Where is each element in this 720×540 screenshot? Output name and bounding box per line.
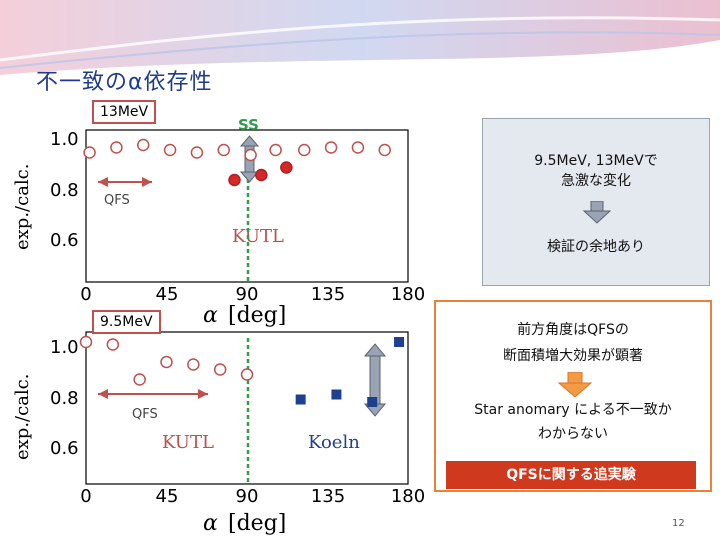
top-x-tick-1: 0	[80, 284, 91, 305]
bottom-points-point	[160, 355, 173, 369]
bottom-y-label: exp./calc.	[12, 374, 33, 460]
bottom-x-tick-5: 180	[391, 486, 425, 507]
top-points-point	[297, 143, 311, 157]
bottom-x-tick-1: 0	[80, 486, 91, 507]
top-x-tick-4: 135	[311, 284, 345, 305]
bottom-x-label-alpha: α	[203, 511, 218, 536]
top-points-point	[228, 173, 241, 187]
bottom-points-point	[295, 394, 306, 405]
panel-line-1: 9.5MeV, 13MeVで	[534, 153, 658, 169]
top-points-point	[269, 143, 282, 157]
bottom-x-tick-2: 45	[156, 486, 179, 507]
bottom-points-point	[133, 373, 146, 386]
slide-title: 不一致のα依存性	[36, 70, 213, 95]
top-data-points	[83, 138, 391, 187]
conclusion-line-3: Star anomary による不一致か	[474, 402, 672, 418]
top-points-point	[378, 143, 391, 157]
bottom-y-tick-1: 1.0	[50, 337, 79, 358]
conclusion-line-1: 前方角度はQFSの	[517, 322, 629, 338]
top-points-point	[110, 141, 123, 154]
bottom-points-point	[213, 363, 227, 376]
bottom-points-point	[394, 337, 405, 347]
conclusion-line-2: 断面積増大効果が顕著	[503, 348, 643, 364]
ss-label: SS	[238, 116, 259, 134]
top-points-point	[163, 143, 177, 157]
follow-up-experiment-badge: QFSに関する追実験	[446, 461, 696, 489]
bottom-y-tick-2: 0.8	[50, 388, 79, 409]
bottom-source-kutl: KUTL	[162, 432, 214, 453]
top-points-point	[324, 141, 338, 154]
bottom-x-tick-3: 90	[236, 486, 259, 507]
bottom-source-koeln: Koeln	[308, 432, 360, 453]
top-points-point	[244, 148, 257, 162]
top-points-point	[136, 138, 150, 152]
top-x-tick-2: 45	[156, 284, 179, 305]
top-y-tick-2: 0.8	[50, 180, 79, 201]
top-points-point	[190, 146, 204, 159]
bottom-points-point	[106, 338, 120, 351]
top-points-point	[217, 143, 230, 157]
bottom-x-label-unit: [deg]	[228, 511, 286, 536]
top-points-point	[83, 146, 96, 159]
top-x-label-alpha: α	[203, 303, 218, 328]
right-conclusion-panel: 前方角度はQFSの 断面積増大効果が顕著 Star anomary による不一致…	[434, 300, 712, 492]
bottom-plot-frame	[85, 331, 409, 485]
top-x-label-unit: [deg]	[228, 303, 286, 328]
panel-line-2: 急激な変化	[561, 173, 631, 189]
bottom-plot: 1.0 0.8 0.6 0 45 90 135 180 exp./calc. α…	[12, 331, 425, 536]
top-points-point	[280, 161, 293, 174]
top-energy-label: 13MeV	[92, 100, 157, 124]
top-points-point	[255, 168, 268, 182]
bottom-energy-label: 9.5MeV	[92, 310, 161, 334]
bottom-points-point	[79, 335, 93, 349]
header-banner	[0, 0, 720, 75]
bottom-y-tick-3: 0.6	[50, 438, 79, 459]
bottom-points-point	[187, 358, 200, 371]
top-x-tick-3: 90	[236, 284, 259, 305]
bottom-data-points	[79, 335, 405, 407]
bottom-points-point	[331, 389, 342, 400]
top-y-label: exp./calc.	[12, 164, 33, 250]
top-plot-frame	[85, 129, 409, 283]
bottom-points-point	[367, 397, 378, 407]
page-number: 12	[672, 518, 685, 529]
bottom-points-point	[240, 368, 254, 381]
top-y-tick-3: 0.6	[50, 230, 79, 251]
top-source-kutl: KUTL	[232, 226, 284, 247]
right-info-panel: 9.5MeV, 13MeVで 急激な変化 検証の余地あり	[482, 118, 710, 286]
down-arrow-icon	[582, 201, 612, 224]
orange-down-arrow-icon	[558, 372, 592, 398]
top-plot: 1.0 0.8 0.6 0 45 90 135 180 exp./calc. α…	[12, 129, 425, 328]
top-qfs-label: QFS	[104, 193, 130, 208]
top-y-tick-1: 1.0	[50, 129, 79, 150]
top-x-tick-5: 180	[391, 284, 425, 305]
panel-line-3: 検証の余地あり	[547, 239, 645, 255]
bottom-qfs-arrow	[98, 389, 208, 399]
top-points-point	[351, 141, 365, 154]
bottom-qfs-label: QFS	[132, 407, 158, 422]
bottom-x-tick-4: 135	[311, 486, 345, 507]
top-qfs-arrow	[98, 177, 152, 187]
conclusion-line-4: わからない	[538, 426, 608, 442]
